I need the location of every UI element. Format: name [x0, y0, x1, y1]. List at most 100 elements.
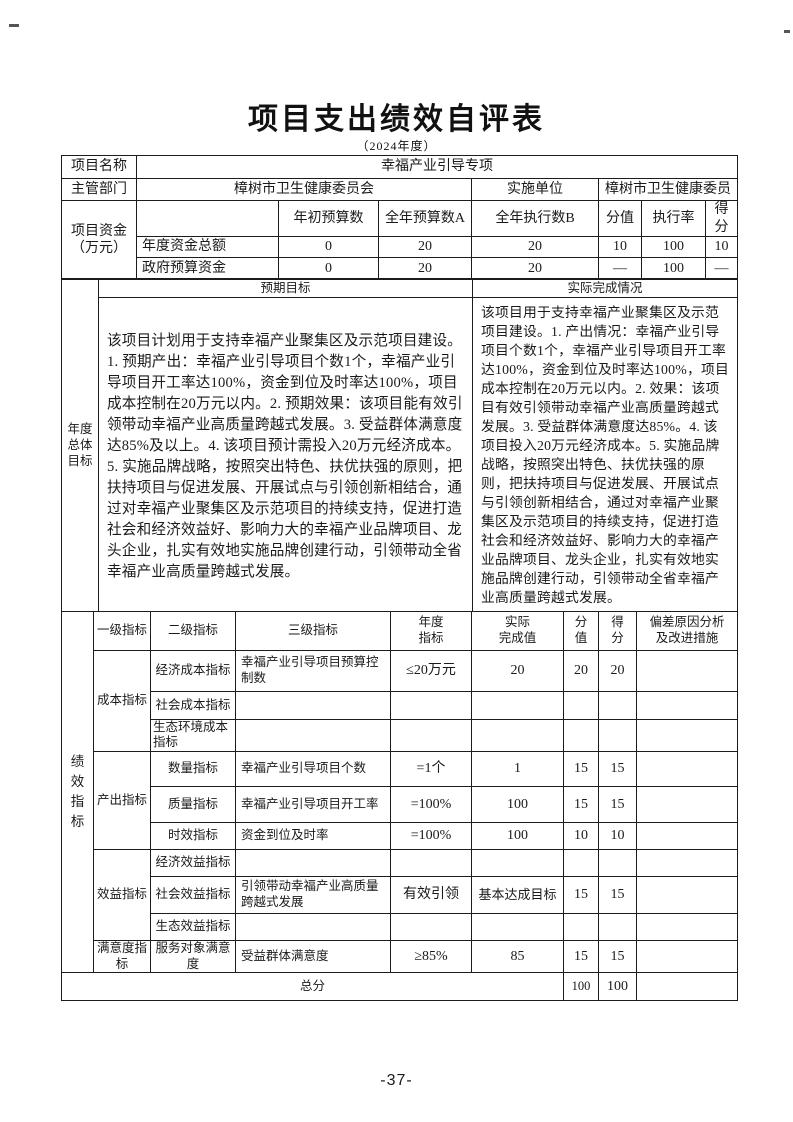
col-header-annual-exec: 全年执行数B	[471, 200, 599, 237]
score-cell: 15	[598, 751, 637, 788]
deviation-note-cell	[636, 822, 738, 851]
deviation-note-cell	[636, 849, 738, 878]
annual-target-cell	[390, 690, 472, 720]
annual-target-cell: =1个	[390, 751, 472, 788]
total-score-row: 总分 100 100	[61, 972, 738, 1002]
total-note-cell	[636, 972, 738, 1002]
level2-cell: 社会成本指标	[150, 690, 236, 720]
actual-value-cell: 85	[471, 940, 564, 974]
col-header-exec-rate: 执行率	[641, 200, 706, 237]
indicator-row: 生态效益指标	[62, 913, 738, 942]
points-cell: 20	[563, 649, 599, 692]
indicator-row: 满意度指标 服务对象满意度 受益群体满意度 ≥85% 85 15 15	[62, 940, 738, 974]
project-info-table: 项目名称 幸福产业引导专项 主管部门 樟树市卫生健康委员会 实施单位 樟树市卫生…	[61, 155, 738, 280]
level2-cell: 质量指标	[150, 786, 236, 824]
funds-label: 项目资金 （万元）	[61, 200, 137, 280]
funds-label-line1: 项目资金	[71, 223, 127, 239]
performance-indicators-table: 绩效指标 一级指标 二级指标 三级指标 年度 指标 实际 完成值 分 值 得 分…	[61, 610, 738, 1002]
level3-cell: 幸福产业引导项目开工率	[235, 786, 391, 824]
level3-cell: 资金到位及时率	[235, 822, 391, 851]
level3-cell	[235, 849, 391, 878]
indicator-row: 时效指标 资金到位及时率 =100% 100 10 10	[62, 822, 738, 851]
actual-value-cell: 基本达成目标	[471, 876, 564, 915]
funds-total-budget: 20	[378, 236, 472, 258]
annual-target-cell: ≤20万元	[390, 649, 472, 692]
funds-header-row: 项目资金 （万元） 年初预算数 全年预算数A 全年执行数B 分值 执行率 得分	[61, 200, 738, 280]
points-cell: 15	[563, 876, 599, 915]
actual-value-cell: 20	[471, 649, 564, 692]
funds-total-rate: 100	[641, 236, 706, 258]
funds-gov-rate: 100	[641, 257, 706, 280]
scan-artifact	[9, 24, 19, 27]
col-header-annual-target: 年度 指标	[390, 610, 472, 651]
score-cell	[598, 913, 637, 942]
col-header-points: 分值	[598, 200, 642, 237]
points-cell: 15	[563, 940, 599, 974]
goals-side-label-text: 年度总体目标	[67, 422, 93, 469]
points-cell	[563, 849, 599, 878]
actual-value-cell: 100	[471, 786, 564, 824]
score-cell: 10	[598, 822, 637, 851]
level1-cost: 成本指标	[93, 649, 151, 753]
dept-label: 主管部门	[61, 178, 137, 201]
score-cell: 15	[598, 876, 637, 915]
goals-body-row: 该项目计划用于支持幸福产业聚集区及示范项目建设。1. 预期产出：幸福产业引导项目…	[62, 297, 738, 613]
funds-label-line2: （万元）	[71, 241, 127, 256]
annual-target-cell	[390, 849, 472, 878]
funds-row-label: 政府预算资金	[136, 257, 279, 280]
actual-value-cell: 1	[471, 751, 564, 788]
deviation-note-cell	[636, 751, 738, 788]
indicator-row: 社会效益指标 引领带动幸福产业高质量跨越式发展 有效引领 基本达成目标 15 1…	[62, 876, 738, 915]
funds-gov-points: —	[598, 257, 642, 280]
goals-header-row: 年度总体目标 预期目标 实际完成情况	[61, 278, 738, 613]
funds-gov-budget: 20	[378, 257, 472, 280]
level2-cell: 生态效益指标	[150, 913, 236, 942]
indicator-row: 产出指标 数量指标 幸福产业引导项目个数 =1个 1 15 15	[62, 751, 738, 851]
level1-benefit: 效益指标	[93, 849, 151, 942]
level2-cell: 经济效益指标	[150, 849, 236, 878]
level3-cell	[235, 690, 391, 720]
project-name-row: 项目名称 幸福产业引导专项	[61, 155, 738, 179]
level3-cell: 幸福产业引导项目预算控制数	[235, 649, 391, 692]
level2-cell: 生态环境成本指标	[150, 718, 236, 753]
col-header-actual-value: 实际 完成值	[471, 610, 564, 651]
annual-target-cell: 有效引领	[390, 876, 472, 915]
level3-cell	[235, 913, 391, 942]
funds-row-label: 年度资金总额	[136, 236, 279, 258]
deviation-note-cell	[636, 718, 738, 753]
funds-total-begin: 0	[278, 236, 379, 258]
col-header-annual-budget: 全年预算数A	[378, 200, 472, 237]
actual-result-header: 实际完成情况	[472, 278, 738, 299]
level3-cell: 幸福产业引导项目个数	[235, 751, 391, 788]
funds-gov-begin: 0	[278, 257, 379, 280]
annual-target-cell: =100%	[390, 822, 472, 851]
col-header-level1: 一级指标	[93, 610, 151, 651]
points-cell	[563, 913, 599, 942]
funds-total-exec: 20	[471, 236, 599, 258]
deviation-note-cell	[636, 913, 738, 942]
points-cell: 10	[563, 822, 599, 851]
annual-target-cell	[390, 913, 472, 942]
points-cell	[563, 690, 599, 720]
funds-gov-row: 政府预算资金 0 20 20 — 100 —	[62, 257, 738, 280]
actual-value-cell	[471, 849, 564, 878]
goals-side-label: 年度总体目标	[61, 278, 99, 613]
col-header-begin-budget: 年初预算数	[278, 200, 379, 237]
form-sheet: 项目名称 幸福产业引导专项 主管部门 樟树市卫生健康委员会 实施单位 樟树市卫生…	[61, 155, 738, 1002]
level3-cell: 受益群体满意度	[235, 940, 391, 974]
level1-satisfaction: 满意度指标	[93, 940, 151, 974]
level2-cell: 数量指标	[150, 751, 236, 788]
deviation-note-cell	[636, 940, 738, 974]
indicators-side-label: 绩效指标	[61, 610, 94, 974]
indicator-row: 效益指标 经济效益指标	[62, 849, 738, 942]
col-header-score: 得 分	[598, 610, 637, 651]
actual-value-cell: 100	[471, 822, 564, 851]
actual-value-cell	[471, 718, 564, 753]
col-header-deviation-note: 偏差原因分析 及改进措施	[636, 610, 738, 651]
expected-goal-header: 预期目标	[98, 278, 473, 299]
score-cell: 15	[598, 940, 637, 974]
funds-total-row: 年度资金总额 0 20 20 10 100 10	[62, 236, 738, 258]
annual-target-cell: =100%	[390, 786, 472, 824]
indicator-row: 生态环境成本指标	[62, 718, 738, 753]
page-subtitle: （2024年度）	[356, 139, 437, 153]
